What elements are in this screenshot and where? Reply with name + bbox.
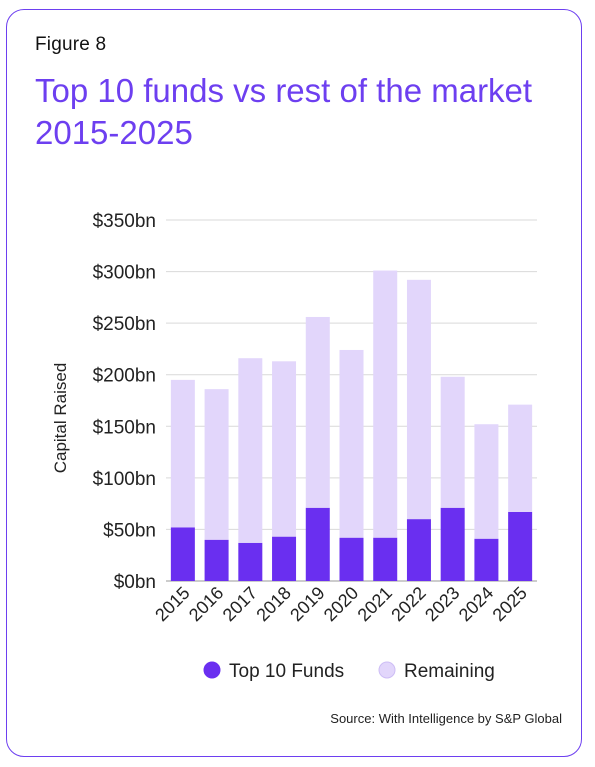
bar-remaining-2016 (204, 389, 229, 540)
y-tick-label: $150bn (93, 417, 156, 438)
bar-remaining-2021 (373, 270, 398, 538)
bar-top10-2023 (440, 507, 465, 581)
x-tick-label: 2022 (387, 583, 429, 625)
x-tick-label: 2017 (219, 583, 261, 625)
y-tick-label: $50bn (103, 520, 156, 541)
bar-remaining-2022 (406, 279, 431, 520)
bar-remaining-2017 (238, 358, 263, 543)
x-tick-label: 2015 (151, 583, 193, 625)
legend-remaining-swatch (378, 661, 396, 679)
legend-remaining-label: Remaining (404, 661, 495, 682)
bar-top10-2024 (474, 538, 499, 581)
bar-remaining-2020 (339, 349, 364, 538)
bar-top10-2021 (373, 537, 398, 581)
x-tick-label: 2023 (421, 583, 463, 625)
y-tick-label: $200bn (93, 366, 156, 387)
bar-remaining-2019 (305, 316, 330, 508)
x-tick-label: 2016 (185, 583, 227, 625)
x-tick-label: 2021 (354, 583, 396, 625)
bar-top10-2020 (339, 537, 364, 581)
x-tick-label: 2020 (320, 583, 362, 625)
bar-top10-2018 (272, 536, 297, 581)
bar-top10-2025 (508, 511, 533, 581)
x-tick-label: 2025 (489, 583, 531, 625)
bar-remaining-2024 (474, 424, 499, 539)
bar-remaining-2023 (440, 376, 465, 508)
y-tick-label: $350bn (93, 211, 156, 232)
bar-top10-2015 (170, 527, 195, 581)
bar-top10-2022 (406, 519, 431, 581)
x-tick-label: 2018 (252, 583, 294, 625)
bar-remaining-2015 (170, 379, 195, 528)
y-tick-label: $300bn (93, 263, 156, 284)
figure-label: Figure 8 (35, 34, 107, 55)
bar-top10-2019 (305, 507, 330, 581)
y-axis-label: Capital Raised (51, 363, 70, 474)
y-tick-label: $250bn (93, 314, 156, 335)
legend-top10-swatch (203, 661, 221, 679)
bar-remaining-2025 (508, 404, 533, 512)
x-tick-label: 2024 (455, 583, 497, 625)
x-tick-label: 2019 (286, 583, 328, 625)
y-tick-label: $100bn (93, 469, 156, 490)
bar-top10-2017 (238, 542, 263, 581)
y-tick-label: $0bn (114, 572, 156, 593)
chart-title: Top 10 funds vs rest of the market 2015-… (35, 72, 533, 151)
bar-remaining-2018 (272, 361, 297, 537)
legend-top10-label: Top 10 Funds (229, 661, 344, 682)
bar-top10-2016 (204, 539, 229, 581)
source-note: Source: With Intelligence by S&P Global (330, 711, 562, 726)
